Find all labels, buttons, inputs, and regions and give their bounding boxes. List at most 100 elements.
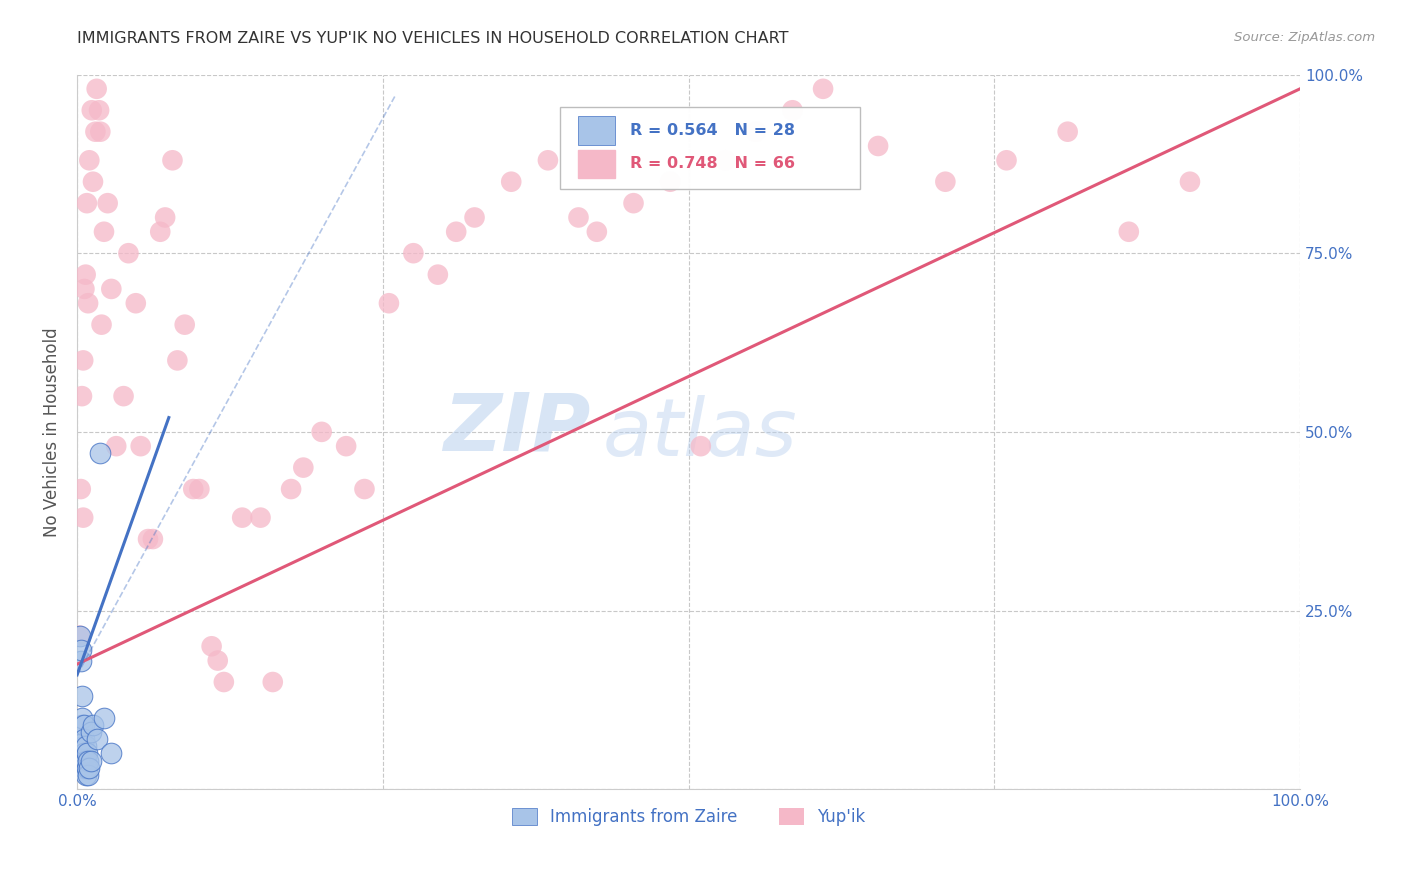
Point [112,389,135,403]
Point [623,196,645,211]
Point [426,268,449,282]
Point [79,761,101,775]
Point [72,736,94,750]
Point [1178,175,1201,189]
Point [70,389,93,403]
Point [93,225,115,239]
Point [72,754,94,768]
Point [77,296,100,310]
Point [89,125,111,139]
Point [659,175,682,189]
Text: IMMIGRANTS FROM ZAIRE VS YUP'IK NO VEHICLES IN HOUSEHOLD CORRELATION CHART: IMMIGRANTS FROM ZAIRE VS YUP'IK NO VEHIC… [77,31,789,46]
FancyBboxPatch shape [560,107,859,189]
Point [585,225,607,239]
Point [79,153,101,168]
Point [537,153,560,168]
Point [97,196,120,211]
Point [75,268,97,282]
Point [464,211,486,225]
Point [89,446,111,460]
Point [311,425,333,439]
Point [72,353,94,368]
Point [75,754,97,768]
Point [1118,225,1140,239]
Bar [578,150,616,178]
Point [262,675,284,690]
Point [934,175,956,189]
Text: R = 0.748   N = 66: R = 0.748 N = 66 [630,156,794,171]
Point [86,732,108,747]
Point [402,246,425,260]
Point [162,153,184,168]
Point [70,718,93,732]
Point [79,725,101,739]
Text: Source: ZipAtlas.com: Source: ZipAtlas.com [1234,31,1375,45]
Point [73,732,96,747]
Point [73,282,96,296]
Point [76,747,98,761]
Point [82,718,104,732]
Point [212,675,235,690]
Point [181,482,204,496]
Point [86,82,108,96]
Point [231,510,253,524]
Point [73,747,96,761]
Point [70,711,93,725]
Point [444,225,467,239]
Point [100,282,122,296]
Point [69,643,91,657]
Point [149,225,172,239]
Point [75,739,97,754]
Legend: Immigrants from Zaire, Yup'ik: Immigrants from Zaire, Yup'ik [503,799,875,835]
Point [201,640,224,654]
Point [166,353,188,368]
Point [173,318,195,332]
Point [72,510,94,524]
Point [80,103,103,118]
Point [72,739,94,754]
Point [501,175,523,189]
Point [142,532,165,546]
Point [188,482,211,496]
Point [73,761,96,775]
Point [714,153,737,168]
Point [1056,125,1078,139]
Point [82,175,104,189]
Point [100,747,122,761]
Point [129,439,152,453]
Point [689,439,711,453]
Point [79,754,101,768]
Point [93,711,115,725]
Point [69,654,91,668]
Point [69,629,91,643]
Point [811,82,834,96]
Point [280,482,302,496]
Text: atlas: atlas [603,395,797,473]
Point [292,460,315,475]
Point [782,103,804,118]
Point [567,211,589,225]
Point [153,211,176,225]
Point [69,482,91,496]
Point [207,654,229,668]
Point [117,246,139,260]
Point [335,439,357,453]
Text: ZIP: ZIP [443,389,591,467]
Point [77,768,100,782]
Y-axis label: No Vehicles in Household: No Vehicles in Household [44,327,60,537]
Point [69,629,91,643]
Point [249,510,271,524]
Point [70,690,93,704]
Point [75,768,97,782]
Point [136,532,159,546]
Point [868,139,890,153]
Point [378,296,401,310]
Point [125,296,148,310]
Point [745,125,768,139]
Point [77,754,100,768]
Point [73,718,96,732]
Point [995,153,1018,168]
Point [76,761,98,775]
Point [105,439,128,453]
Point [84,125,107,139]
